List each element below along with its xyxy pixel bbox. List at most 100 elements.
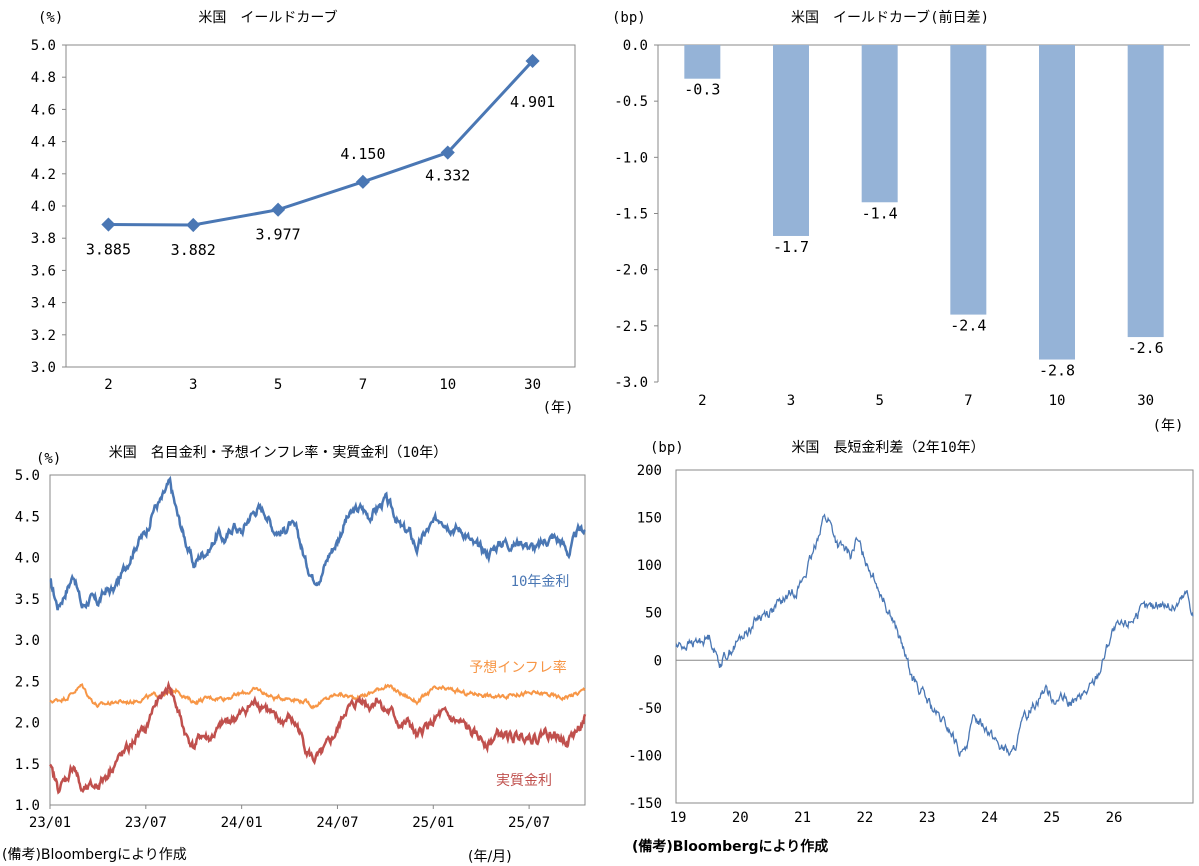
chart3-y-tick-label: 5.0 [15,468,40,484]
source-note-left: (備考)Bloombergにより作成 [2,847,187,863]
chart4-title: 米国 長短金利差（2年10年） [791,440,984,456]
chart2-bar [1039,45,1075,360]
chart3-series-line [49,680,587,795]
chart1-y-tick-label: 4.4 [31,135,56,151]
chart4-y-tick-label: -100 [628,748,662,764]
chart1-x-tick-label: 5 [274,377,282,393]
chart3-x-tick-label: 23/07 [125,815,167,831]
chart2-y-tick-label: 0.0 [623,38,648,54]
nominal-inflation-real-rate-chart: 米国 名目金利・予想インフレ率・実質金利（10年） (%) 1.0 1.5 2.0 2.5… [15,444,587,831]
chart1-data-label: 3.977 [256,226,301,244]
chart3-plot-frame [49,474,586,806]
chart1-x-tick-label: 30 [524,377,541,393]
chart4-y-tick-label: -150 [628,796,662,812]
chart1-x-unit: (年) [543,400,574,416]
chart1-x-tick-label: 10 [439,377,456,393]
chart1-data-label: 4.150 [340,145,385,163]
chart2-x-tick-label: 3 [787,393,795,409]
chart1-data-point [440,145,455,160]
chart4-x-tick-label: 20 [732,810,749,826]
chart1-y-tick-label: 3.6 [31,263,56,279]
chart4-y-unit: (bp) [650,440,684,456]
x-unit-label-left: (年/月) [468,849,512,865]
chart4-y-tick-label: 100 [637,558,662,574]
chart2-data-label: -2.4 [950,317,986,335]
chart1-data-label: 3.882 [171,241,216,259]
chart3-y-unit: (%) [36,451,61,467]
chart2-y-tick-label: -2.0 [614,263,648,279]
chart4-y-tick-label: 150 [637,511,662,527]
chart3-y-tick-label: 4.0 [15,551,40,567]
chart3-x-tick-label: 23/01 [29,815,71,831]
chart1-data-label: 4.332 [425,167,470,185]
chart3-y-tick-label: 1.5 [15,757,40,773]
chart4-plot-frame [675,469,1194,804]
chart1-y-tick-label: 5.0 [31,38,56,54]
chart2-bar [1127,45,1164,338]
chart3-title: 米国 名目金利・予想インフレ率・実質金利（10年） [109,444,447,461]
chart4-x-tick-label: 23 [919,810,936,826]
chart2-x-unit: (年) [1153,418,1184,434]
chart3-legend-real: 実質金利 [496,773,552,789]
chart1-data-label: 4.901 [510,93,555,111]
chart3-series-line [49,683,586,710]
chart2-x-tick-label: 10 [1049,393,1066,409]
chart1-y-tick-label: 3.0 [31,360,56,376]
source-note-right: (備考)Bloombergにより作成 [632,839,829,855]
chart4-x-tick-label: 19 [670,810,687,826]
chart4-x-tick-label: 24 [981,810,998,826]
chart2-data-label: -1.7 [773,238,809,256]
chart1-data-point [525,53,540,69]
chart3-x-tick-label: 25/07 [508,815,550,831]
chart4-x-tick-label: 22 [856,810,873,826]
chart1-data-point [186,217,201,233]
chart2-y-tick-label: -1.5 [614,207,648,223]
chart4-y-tick-label: 50 [645,606,662,622]
chart2-data-label: -2.8 [1039,362,1075,380]
chart2-data-label: -1.4 [862,204,898,222]
chart3-y-tick-label: 2.5 [15,674,40,690]
chart4-series-line [675,513,1194,757]
chart2-title: 米国 イールドカーブ(前日差) [791,9,989,26]
chart1-x-tick-label: 7 [359,377,367,393]
yield-curve-chart: 米国 イールドカーブ (%) (年) 3.0 3.2 3.4 3.6 3.8 4.0 4.2 4.4… [31,9,576,416]
chart3-y-tick-label: 2.0 [15,716,40,732]
chart4-x-tick-label: 21 [794,810,811,826]
chart3-legend-nominal: 10年金利 [511,574,570,590]
chart2-y-tick-label: -3.0 [614,375,648,391]
chart1-y-tick-label: 4.6 [31,102,56,118]
chart2-data-label: -0.3 [684,81,720,99]
chart2-y-tick-label: -2.5 [614,319,648,335]
chart3-y-tick-label: 1.0 [15,798,40,814]
chart2-y-unit: (bp) [612,10,646,26]
chart2-data-label: -2.6 [1128,339,1164,357]
chart2-x-tick-label: 7 [964,393,972,409]
yield-spread-chart: 米国 長短金利差（2年10年） (bp) 200 150 100 50 0 -50 -100 -1… [628,440,1194,826]
chart2-bar [684,45,721,79]
chart2-x-tick-label: 5 [875,393,883,409]
chart3-y-tick-label: 3.5 [15,592,40,608]
chart1-y-tick-label: 4.8 [31,70,56,86]
chart2-x-tick-label: 30 [1137,393,1154,409]
chart1-y-tick-label: 3.2 [31,328,56,344]
chart2-bar [773,45,809,236]
chart4-y-tick-label: 0 [654,653,662,669]
chart2-bar [861,45,898,203]
chart1-y-tick-label: 3.4 [31,296,56,312]
chart1-x-tick-label: 2 [104,377,112,393]
chart1-y-unit: (%) [38,10,63,26]
chart3-y-tick-label: 3.0 [15,633,40,649]
yield-curve-change-chart: 米国 イールドカーブ(前日差) (bp) (年) 0.0 -0.5 -1.0 -1.5 -2.… [612,9,1190,434]
chart3-x-tick-label: 24/01 [221,815,263,831]
chart3-series-line [49,475,586,611]
chart3-x-tick-label: 25/01 [412,815,454,831]
chart4-y-tick-label: 200 [637,463,662,479]
chart1-data-point [271,202,286,217]
chart1-x-tick-label: 3 [189,377,197,393]
chart1-y-tick-label: 4.2 [31,167,56,183]
chart3-x-tick-label: 24/07 [316,815,358,831]
chart1-data-label: 3.885 [86,241,131,259]
chart4-y-tick-label: -50 [637,701,662,717]
chart2-y-tick-label: -1.0 [614,150,648,166]
chart2-y-tick-label: -0.5 [614,94,648,110]
